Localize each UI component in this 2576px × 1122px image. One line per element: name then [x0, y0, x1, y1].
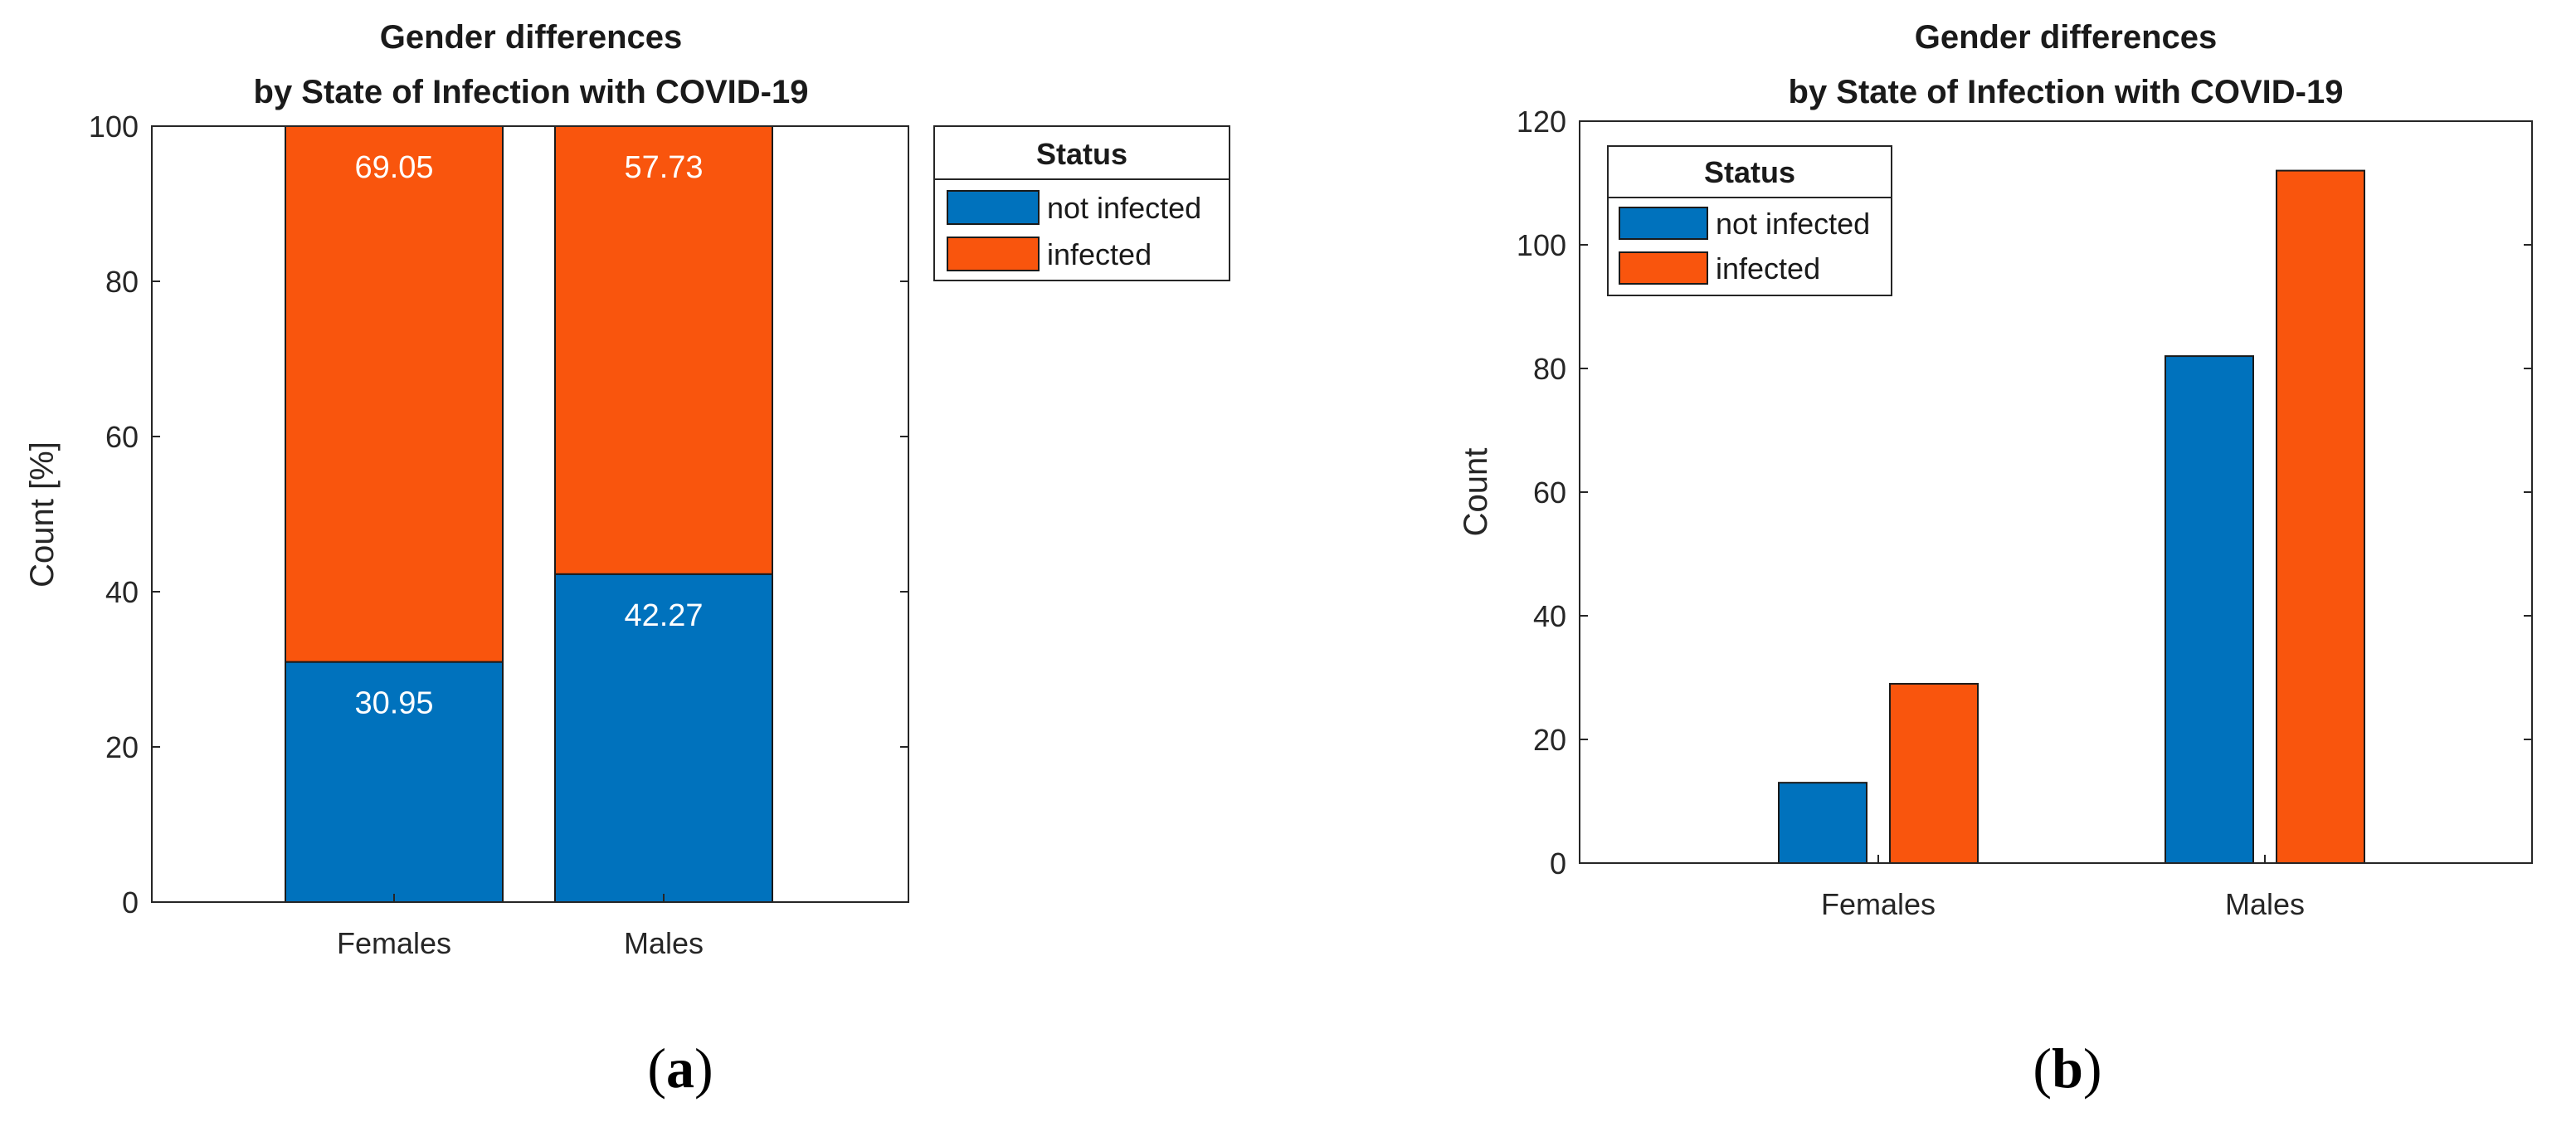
chart-a-legend-title: Status — [1036, 137, 1127, 171]
chart-b-legend-title: Status — [1704, 155, 1795, 189]
chart-a-legend-label-not-infected: not infected — [1047, 191, 1201, 225]
panel-a-close-paren: ) — [694, 1037, 713, 1100]
chart-a-bars — [285, 125, 773, 903]
chart-b-legend-swatch-infected — [1619, 251, 1708, 285]
chart-a: Gender differences by State of Infection… — [24, 19, 1230, 1100]
panel-label-a: (a) — [647, 1037, 713, 1100]
chart-b-y-axis: 0 20 40 60 80 100 120 — [1517, 105, 2532, 881]
chart-a-bar-females-not-infected — [285, 661, 504, 903]
chart-b-xtick-label-females: Females — [1821, 887, 1936, 921]
chart-a-ytick-label-0: 0 — [122, 885, 139, 920]
chart-b-title-line1: Gender differences — [1915, 19, 2218, 56]
chart-b-bar-males-not-infected — [2165, 355, 2254, 865]
chart-a-data-label-females-not-infected: 30.95 — [354, 686, 433, 721]
chart-b-plot-frame — [1579, 120, 2533, 864]
chart-b-ytick-label-40: 40 — [1533, 599, 1566, 633]
chart-a-legend: Status not infected infected — [933, 125, 1230, 281]
chart-a-bar-males-not-infected — [554, 573, 773, 903]
chart-b-legend-label-not-infected: not infected — [1716, 207, 1870, 241]
chart-b-ytick-label-20: 20 — [1533, 723, 1566, 757]
chart-b-xtick-label-males: Males — [2225, 887, 2305, 921]
chart-a-x-axis: Females Males — [337, 894, 704, 960]
chart-a-ytick-label-100: 100 — [89, 110, 139, 144]
chart-b-bar-females-infected — [1889, 682, 1979, 865]
chart-a-title-line1: Gender differences — [380, 19, 683, 56]
chart-b-bar-males-infected — [2276, 169, 2365, 865]
chart-a-data-labels: 30.95 69.05 42.27 57.73 — [354, 150, 703, 721]
chart-a-data-label-females-infected: 69.05 — [354, 150, 433, 185]
chart-b-title-line2: by State of Infection with COVID-19 — [1789, 74, 2344, 110]
chart-b-bar-females-not-infected — [1778, 782, 1867, 865]
chart-b-ytick-label-100: 100 — [1517, 228, 1566, 262]
chart-a-bar-males-infected — [554, 125, 773, 575]
chart-a-y-axis-label: Count [%] — [24, 441, 61, 588]
chart-b-ytick-label-60: 60 — [1533, 476, 1566, 510]
panel-a-open-paren: ( — [647, 1037, 666, 1100]
chart-a-data-label-males-not-infected: 42.27 — [624, 598, 703, 633]
chart-a-legend-swatch-infected — [947, 237, 1040, 271]
chart-a-bar-females-infected — [285, 125, 504, 663]
chart-a-xtick-label-males: Males — [624, 926, 704, 960]
chart-b-ytick-label-0: 0 — [1550, 846, 1566, 881]
chart-a-ytick-label-40: 40 — [105, 575, 139, 609]
chart-b-y-axis-label: Count — [1458, 448, 1494, 537]
chart-b-ytick-label-80: 80 — [1533, 352, 1566, 386]
panel-b-letter: b — [2052, 1037, 2083, 1100]
panel-b-open-paren: ( — [2033, 1037, 2052, 1100]
chart-b-legend-label-infected: infected — [1716, 251, 1820, 285]
chart-a-y-axis: 0 20 40 60 80 100 — [89, 110, 908, 920]
chart-a-legend-label-infected: infected — [1047, 237, 1152, 271]
chart-a-ytick-label-80: 80 — [105, 265, 139, 299]
chart-a-legend-swatch-not-infected — [947, 190, 1040, 225]
chart-a-title-line2: by State of Infection with COVID-19 — [254, 74, 809, 110]
chart-b-legend-swatch-not-infected — [1619, 207, 1708, 240]
chart-a-xtick-label-females: Females — [337, 926, 451, 960]
chart-b: Gender differences by State of Infection… — [1458, 19, 2533, 1100]
chart-a-ytick-label-60: 60 — [105, 420, 139, 454]
chart-b-legend: Status not infected infected — [1607, 145, 1892, 296]
chart-a-ytick-label-20: 20 — [105, 730, 139, 764]
panel-label-b: (b) — [2033, 1037, 2101, 1100]
panel-a-letter: a — [666, 1037, 694, 1100]
chart-a-plot-frame — [151, 125, 909, 903]
chart-b-ytick-label-120: 120 — [1517, 105, 1566, 139]
chart-a-data-label-males-infected: 57.73 — [624, 150, 703, 185]
panel-b-close-paren: ) — [2083, 1037, 2102, 1100]
chart-b-x-axis: Females Males — [1821, 855, 2305, 921]
